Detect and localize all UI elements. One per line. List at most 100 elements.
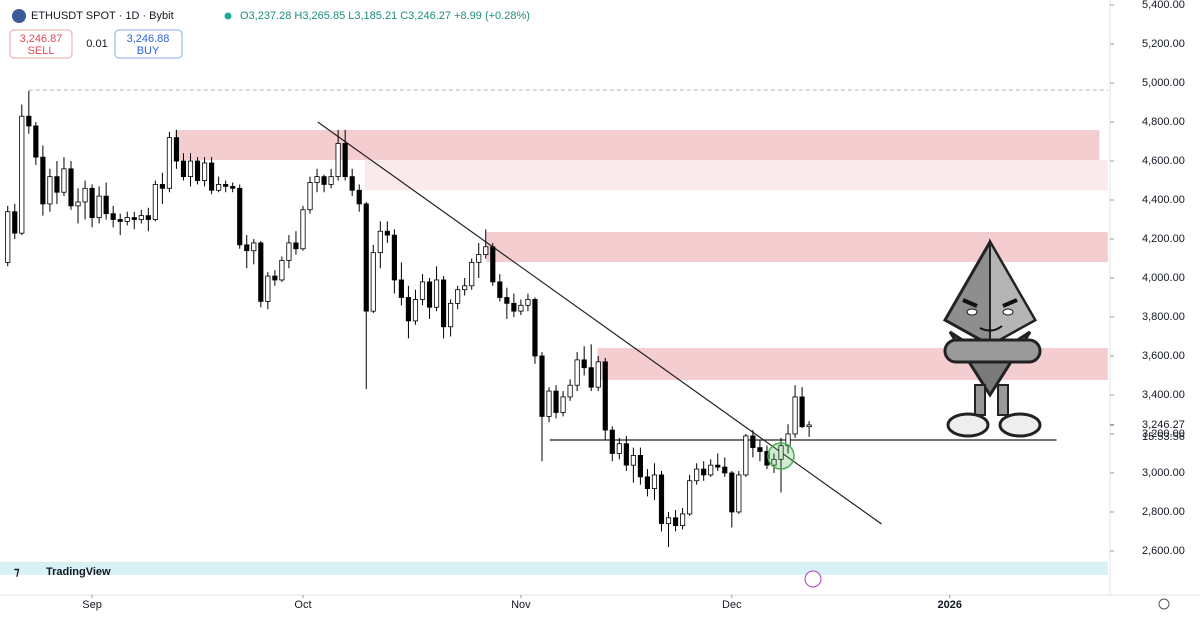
candle-body: [440, 279, 447, 328]
candle-body: [778, 445, 784, 460]
x-tick-label: 2026: [937, 599, 961, 611]
status-dot: [224, 12, 232, 20]
candle-body: [504, 297, 510, 304]
candle-body: [476, 254, 482, 263]
candle-body: [687, 480, 693, 515]
candle-body: [33, 125, 39, 158]
candle-body: [103, 195, 109, 215]
candle-body: [806, 424, 812, 428]
x-tick-label: Oct: [294, 599, 311, 611]
candle-body: [180, 160, 187, 178]
y-tick-label: 3,800.00: [1142, 311, 1185, 323]
candle-body: [216, 184, 222, 191]
candle-body: [391, 234, 397, 281]
candle-body: [54, 176, 60, 193]
candle-body: [623, 443, 629, 466]
candle-body: [574, 359, 580, 386]
candle-body: [335, 143, 341, 178]
candle-body: [483, 246, 489, 256]
buy-button[interactable]: [114, 29, 183, 59]
zone: [364, 160, 1108, 191]
candle-body: [75, 201, 81, 207]
candle-body: [651, 474, 658, 489]
candle-body: [729, 472, 735, 513]
candle-body: [251, 242, 257, 252]
candle-body: [398, 279, 404, 298]
candle-body: [159, 184, 165, 189]
y-tick-label: 4,800.00: [1142, 116, 1185, 128]
candle-body: [630, 455, 636, 466]
candle-body: [665, 517, 672, 525]
candle-body: [658, 474, 665, 525]
candle-body: [131, 217, 137, 220]
candle-body: [370, 252, 376, 312]
candle-body: [321, 176, 327, 185]
spread: 0.01: [86, 38, 107, 50]
sell-price: 3,246.87: [20, 33, 63, 45]
candle-body: [384, 230, 390, 236]
candle-body: [279, 260, 285, 281]
candle-body: [194, 160, 201, 181]
candle-body: [532, 299, 538, 357]
candle-body: [286, 242, 292, 261]
candle-body: [609, 429, 615, 454]
candle-body: [117, 219, 123, 222]
settings-icon[interactable]: [1158, 598, 1170, 610]
candle-body: [602, 361, 608, 431]
candle-body: [546, 390, 552, 417]
countdown: 15:53:56: [1142, 431, 1185, 443]
candle-body: [244, 244, 250, 252]
candle-body: [708, 464, 714, 476]
candle-body: [722, 466, 728, 474]
candle-body: [553, 390, 559, 413]
candle-body: [124, 217, 130, 222]
buy-label: BUY: [137, 45, 160, 57]
candle-body: [173, 137, 180, 162]
candle-body: [433, 279, 440, 308]
candle-body: [419, 281, 426, 300]
x-tick-label: Dec: [722, 599, 742, 611]
brand: TradingView: [46, 566, 111, 578]
y-tick-label: 4,200.00: [1142, 233, 1185, 245]
candle-body: [771, 458, 777, 466]
x-tick-label: Sep: [82, 599, 102, 611]
candle-body: [230, 185, 236, 189]
candle-body: [462, 285, 468, 291]
candle-body: [448, 302, 454, 328]
candle-body: [567, 384, 573, 398]
candle-body: [300, 209, 306, 250]
event-icon[interactable]: [804, 570, 822, 588]
candle-body: [47, 176, 53, 205]
candle-body: [581, 359, 587, 369]
candle-body: [363, 203, 369, 312]
y-tick-label: 4,400.00: [1142, 194, 1185, 206]
candle-body: [265, 275, 271, 302]
candle-body: [764, 451, 770, 466]
candle-body: [223, 184, 229, 187]
candle-body: [152, 184, 158, 220]
y-tick-label: 2,600.00: [1142, 545, 1185, 557]
candle-body: [539, 355, 545, 417]
candle-body: [497, 281, 503, 298]
candle-body: [314, 176, 320, 183]
sell-button[interactable]: [9, 29, 73, 59]
candle-body: [637, 455, 643, 478]
candle-body: [356, 189, 362, 205]
candle-body: [110, 213, 116, 220]
symbol: ETHUSDT SPOT · 1D · Bybit: [31, 10, 174, 22]
candle-body: [377, 230, 383, 254]
candle-body: [349, 176, 355, 191]
zone: [486, 231, 1108, 263]
candle-body: [258, 242, 264, 302]
candle-body: [469, 262, 475, 287]
trend-line: [317, 121, 882, 525]
candle-body: [518, 304, 524, 312]
candle-body: [799, 396, 805, 428]
candle-body: [166, 137, 172, 189]
candle-body: [750, 435, 756, 449]
zone: [0, 561, 1108, 575]
candle-body: [672, 517, 679, 526]
candle-body: [644, 476, 651, 489]
candle-body: [560, 396, 566, 413]
